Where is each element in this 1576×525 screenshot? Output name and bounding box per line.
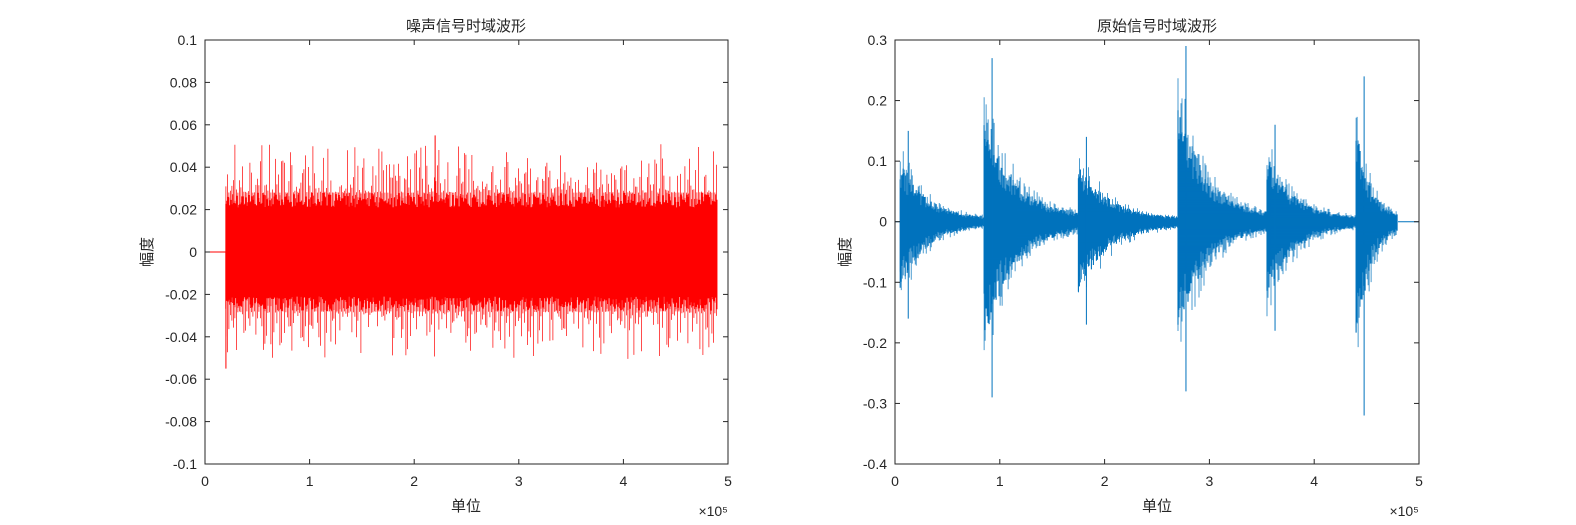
y-tick-label: 0.2: [868, 93, 888, 109]
original-waveform-layer: [895, 46, 1419, 416]
noise-signal-chart: 噪声信号时域波形 0 1 2 3 4 5 0.1 0.08 0.06 0.04 0.02 0 -0.0…: [138, 17, 732, 519]
chart-title: 原始信号时域波形: [1097, 17, 1217, 35]
x-tick-label: 1: [996, 473, 1004, 489]
x-axis-label: 单位: [1142, 497, 1172, 515]
y-tick-group: 0.3 0.2 0.1 0 -0.1 -0.2 -0.3 -0.4: [863, 32, 1419, 472]
x-tick-label: 5: [1415, 473, 1423, 489]
x-tick-label: 3: [1206, 473, 1214, 489]
noise-waveform-layer: [205, 135, 718, 369]
waveform-burst-peaks: [1177, 78, 1268, 342]
x-tick-label: 0: [891, 473, 899, 489]
y-tick-label: -0.06: [165, 371, 197, 387]
y-tick-label: -0.04: [165, 329, 197, 345]
waveform-burst-peaks: [1266, 149, 1357, 317]
y-tick-label: 0: [189, 244, 197, 260]
y-tick-label: -0.1: [173, 456, 197, 472]
waveform-burst-peaks: [1355, 116, 1398, 348]
x-tick-group: 0 1 2 3 4 5: [891, 40, 1423, 489]
y-tick-label: -0.2: [863, 335, 887, 351]
x-tick-label: 0: [201, 473, 209, 489]
original-signal-chart: 原始信号时域波形 0 1 2 3 4 5 0.3 0.2 0.1 0 -0.1 -0.2 -0.3 -0…: [836, 17, 1423, 519]
x-axis-label: 单位: [451, 497, 481, 515]
x-tick-group: 0 1 2 3 4 5: [201, 40, 732, 489]
y-tick-label: -0.08: [165, 414, 197, 430]
waveform-burst-peaks: [1078, 158, 1178, 293]
x-exponent-label: ×10⁵: [1389, 503, 1419, 519]
x-tick-label: 2: [1101, 473, 1109, 489]
y-tick-group: 0.1 0.08 0.06 0.04 0.02 0 -0.02 -0.04 -0.06 -0.08…: [165, 32, 728, 472]
y-tick-label: -0.3: [863, 395, 887, 411]
y-tick-label: -0.02: [165, 286, 197, 302]
chart-title: 噪声信号时域波形: [406, 17, 526, 35]
waveform-burst-peaks: [899, 151, 984, 291]
y-tick-label: 0.3: [868, 32, 888, 48]
x-tick-label: 1: [306, 473, 314, 489]
y-tick-label: 0.06: [170, 117, 197, 133]
y-tick-label: -0.4: [863, 456, 887, 472]
x-tick-label: 3: [515, 473, 523, 489]
waveform-burst-core: [899, 168, 984, 288]
y-axis-label: 幅度: [836, 237, 854, 267]
x-tick-label: 4: [1310, 473, 1318, 489]
x-tick-label: 5: [724, 473, 732, 489]
x-tick-label: 4: [620, 473, 628, 489]
y-tick-label: 0.02: [170, 202, 197, 218]
y-axis-label: 幅度: [138, 237, 156, 267]
y-tick-label: 0: [879, 214, 887, 230]
x-exponent-label: ×10⁵: [698, 503, 728, 519]
y-tick-label: 0.04: [170, 159, 197, 175]
y-tick-label: -0.1: [863, 274, 887, 290]
y-tick-label: 0.1: [178, 32, 198, 48]
y-tick-label: 0.1: [868, 153, 888, 169]
y-tick-label: 0.08: [170, 74, 197, 90]
waveform-burst-peaks: [983, 97, 1079, 351]
plot-area-border: [894, 39, 1420, 465]
x-tick-label: 2: [410, 473, 418, 489]
